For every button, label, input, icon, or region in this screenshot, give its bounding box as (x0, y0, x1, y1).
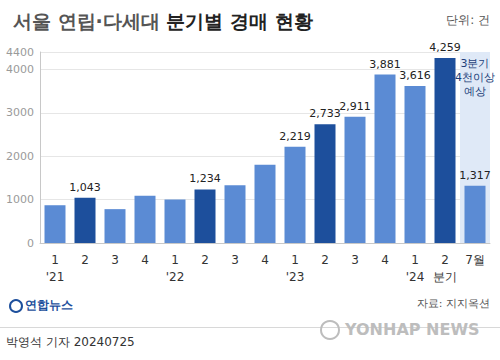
svg-text:1: 1 (51, 253, 59, 267)
svg-text:2: 2 (321, 253, 329, 267)
svg-text:2,219: 2,219 (279, 130, 311, 143)
svg-text:1,234: 1,234 (189, 172, 221, 185)
svg-text:2,911: 2,911 (339, 100, 371, 113)
svg-text:YONHAP NEWS: YONHAP NEWS (344, 320, 480, 339)
svg-text:'23: '23 (286, 270, 305, 284)
svg-text:4000: 4000 (6, 63, 34, 76)
svg-text:2000: 2000 (6, 150, 34, 163)
svg-text:2: 2 (441, 253, 449, 267)
svg-text:7월: 7월 (465, 253, 485, 267)
svg-text:'24: '24 (406, 270, 425, 284)
svg-text:4400: 4400 (6, 46, 34, 59)
svg-text:'21: '21 (46, 270, 65, 284)
svg-text:0: 0 (27, 237, 34, 250)
svg-text:'22: '22 (166, 270, 185, 284)
svg-text:연합뉴스: 연합뉴스 (25, 298, 73, 312)
svg-text:3,616: 3,616 (399, 69, 431, 82)
svg-text:4: 4 (261, 253, 269, 267)
svg-text:4: 4 (381, 253, 389, 267)
svg-text:3000: 3000 (6, 106, 34, 119)
svg-text:4: 4 (141, 253, 149, 267)
svg-text:단위: 건: 단위: 건 (446, 13, 490, 27)
svg-text:2: 2 (81, 253, 89, 267)
svg-text:1: 1 (291, 253, 299, 267)
svg-text:2,733: 2,733 (309, 107, 341, 120)
svg-text:1: 1 (411, 253, 419, 267)
svg-text:1,317: 1,317 (459, 169, 491, 182)
svg-text:1000: 1000 (6, 193, 34, 206)
svg-text:자료: 지지옥션: 자료: 지지옥션 (417, 297, 490, 310)
svg-text:3: 3 (231, 253, 239, 267)
svg-text:1,043: 1,043 (69, 181, 101, 194)
svg-text:4,259: 4,259 (429, 41, 461, 54)
svg-text:2: 2 (201, 253, 209, 267)
svg-text:3: 3 (111, 253, 119, 267)
svg-text:3,881: 3,881 (369, 58, 401, 71)
svg-text:예상: 예상 (464, 85, 486, 98)
svg-text:분기별 경매 현황: 분기별 경매 현황 (166, 10, 312, 32)
svg-text:서울 연립·다세대: 서울 연립·다세대 (13, 10, 166, 32)
svg-text:3: 3 (351, 253, 359, 267)
svg-text:분기: 분기 (433, 270, 457, 284)
svg-text:1: 1 (171, 253, 179, 267)
svg-text:3분기: 3분기 (461, 57, 490, 70)
svg-text:박영석 기자 20240725: 박영석 기자 20240725 (6, 335, 135, 349)
svg-text:4천이상: 4천이상 (455, 71, 495, 84)
